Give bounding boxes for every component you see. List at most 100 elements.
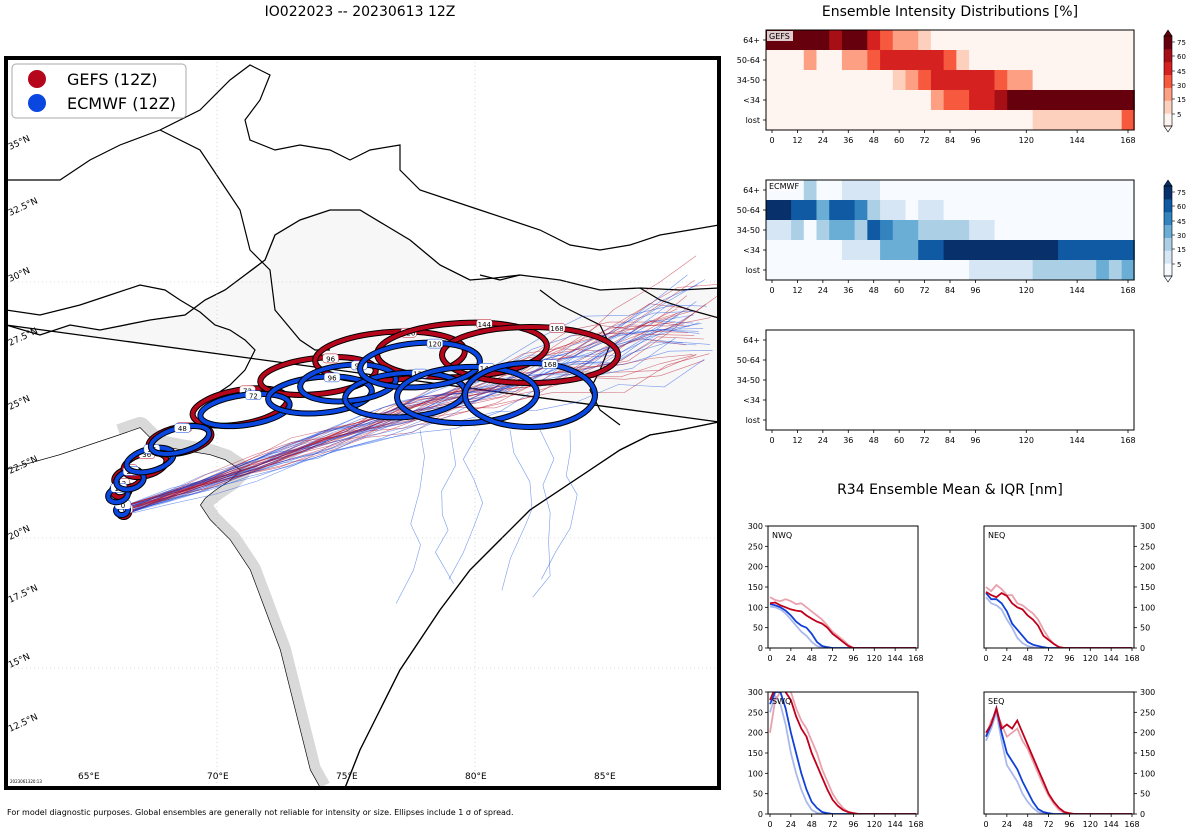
footnote: For model diagnostic purposes. Global en… bbox=[7, 808, 514, 817]
colorbar-tick-label: 15 bbox=[1177, 246, 1186, 254]
heat-cell bbox=[854, 110, 868, 131]
r34-x-tick-label: 0 bbox=[767, 820, 772, 829]
heat-cell bbox=[1096, 110, 1110, 131]
legend-ecmwf-label: ECMWF (12Z) bbox=[67, 94, 176, 113]
ecmwf-ellipse-label: 96 bbox=[328, 374, 337, 382]
r34-panel: SWQ 300 250 200 150 100 50 00 24 48 72 96 120 144 168 bbox=[748, 688, 924, 829]
r34-x-tick-label: 24 bbox=[1002, 820, 1012, 829]
heat-cell bbox=[1045, 90, 1059, 111]
heat-cell bbox=[854, 240, 868, 261]
ecmwf-ellipse-label: 72 bbox=[249, 392, 258, 400]
heat-cell bbox=[918, 240, 932, 261]
r34-plot-area bbox=[985, 704, 1132, 814]
heat-cell bbox=[1083, 50, 1097, 71]
heat-cell bbox=[1083, 260, 1097, 281]
r34-series-line bbox=[769, 694, 916, 814]
heat-cell bbox=[766, 70, 780, 91]
colorbar-segment bbox=[1164, 74, 1172, 88]
heat-cell bbox=[1121, 110, 1135, 131]
heat-cell bbox=[905, 220, 919, 241]
heat-cell bbox=[918, 180, 932, 201]
heat-cell bbox=[1058, 180, 1072, 201]
colorbar-segment bbox=[1164, 198, 1172, 213]
r34-y-tick-label: 50 bbox=[753, 790, 763, 799]
heat-cell bbox=[892, 180, 906, 201]
r34-y-tick-label: 50 bbox=[1140, 624, 1150, 633]
heat-cell bbox=[880, 220, 894, 241]
r34-quadrant-label: SEQ bbox=[988, 697, 1004, 706]
intensity-x-tick-label: 0 bbox=[769, 286, 774, 295]
r34-series-line bbox=[769, 692, 916, 814]
lon-label: 70°E bbox=[207, 772, 229, 782]
r34-x-tick-label: 48 bbox=[1023, 654, 1033, 663]
heat-cell bbox=[1108, 30, 1123, 51]
heat-cell bbox=[854, 180, 868, 201]
heat-cell bbox=[1019, 90, 1034, 111]
heat-cell bbox=[1070, 70, 1084, 91]
colorbar-tick-label: 60 bbox=[1177, 53, 1186, 61]
heat-cell bbox=[1108, 110, 1123, 131]
gefs-label-bg bbox=[548, 323, 566, 333]
heat-cell bbox=[829, 220, 843, 241]
heat-cell bbox=[766, 260, 780, 281]
heat-cell bbox=[1045, 50, 1059, 71]
intensity-x-tick-label: 24 bbox=[818, 136, 828, 145]
heat-cell bbox=[1121, 220, 1135, 241]
heat-cell bbox=[791, 240, 805, 261]
intensity-row-label: 64+ bbox=[743, 336, 760, 345]
heat-cell bbox=[943, 110, 957, 131]
r34-y-tick-label: 250 bbox=[1140, 542, 1155, 551]
heat-cell bbox=[1019, 240, 1034, 261]
heat-cell bbox=[969, 30, 983, 51]
intensity-x-tick-label: 144 bbox=[1070, 286, 1085, 295]
colorbar-tick-label: 15 bbox=[1177, 96, 1186, 104]
heat-cell bbox=[829, 30, 843, 51]
heat-cell bbox=[791, 110, 805, 131]
map-title: IO022023 -- 20230613 12Z bbox=[264, 4, 456, 20]
intensity-x-tick-label: 12 bbox=[792, 286, 802, 295]
r34-x-tick-label: 72 bbox=[1043, 654, 1053, 663]
heat-cell bbox=[841, 30, 856, 51]
legend-gefs-marker bbox=[28, 70, 46, 88]
colorbar-arrow bbox=[1163, 275, 1173, 283]
heat-cell bbox=[956, 50, 970, 71]
lon-label: 75°E bbox=[336, 772, 358, 782]
heat-cell bbox=[1032, 220, 1046, 241]
intensity-x-tick-label: 24 bbox=[818, 436, 828, 445]
heat-cell bbox=[1032, 180, 1046, 201]
heat-cell bbox=[867, 70, 881, 91]
intensity-row-label: 34-50 bbox=[737, 76, 760, 85]
heat-cell bbox=[1032, 90, 1046, 111]
ecmwf-member-track bbox=[122, 341, 697, 512]
heat-cell bbox=[841, 50, 856, 71]
intensity-x-tick-label: 72 bbox=[919, 436, 929, 445]
heat-cell bbox=[816, 260, 830, 281]
intensity-row-label: 50-64 bbox=[737, 206, 760, 215]
ecmwf-label-bg bbox=[245, 390, 262, 400]
heat-cell bbox=[905, 180, 919, 201]
heat-cell bbox=[816, 50, 830, 71]
colorbar-tick-label: 30 bbox=[1177, 232, 1186, 240]
heat-cell bbox=[880, 70, 894, 91]
heat-cell bbox=[778, 110, 792, 131]
heat-cell bbox=[1019, 180, 1034, 201]
heat-cell bbox=[791, 200, 805, 221]
r34-x-tick-label: 48 bbox=[807, 820, 817, 829]
intensity-row-label: 50-64 bbox=[737, 356, 760, 365]
heat-cell bbox=[1096, 240, 1110, 261]
r34-series-line bbox=[985, 710, 1132, 814]
heat-cell bbox=[1108, 240, 1123, 261]
heat-cell bbox=[778, 220, 792, 241]
r34-y-tick-label: 0 bbox=[1140, 644, 1145, 653]
heat-cell bbox=[816, 90, 830, 111]
heat-cell bbox=[841, 200, 856, 221]
heat-cell bbox=[956, 240, 970, 261]
ecmwf-member-track bbox=[126, 359, 705, 515]
heat-cell bbox=[791, 70, 805, 91]
ecmwf-ellipse bbox=[463, 361, 597, 429]
heat-cell bbox=[956, 90, 970, 111]
heat-cell bbox=[905, 240, 919, 261]
ecmwf-member-track bbox=[125, 313, 694, 507]
r34-y-tick-label: 200 bbox=[1140, 563, 1155, 572]
heat-cell bbox=[841, 70, 856, 91]
